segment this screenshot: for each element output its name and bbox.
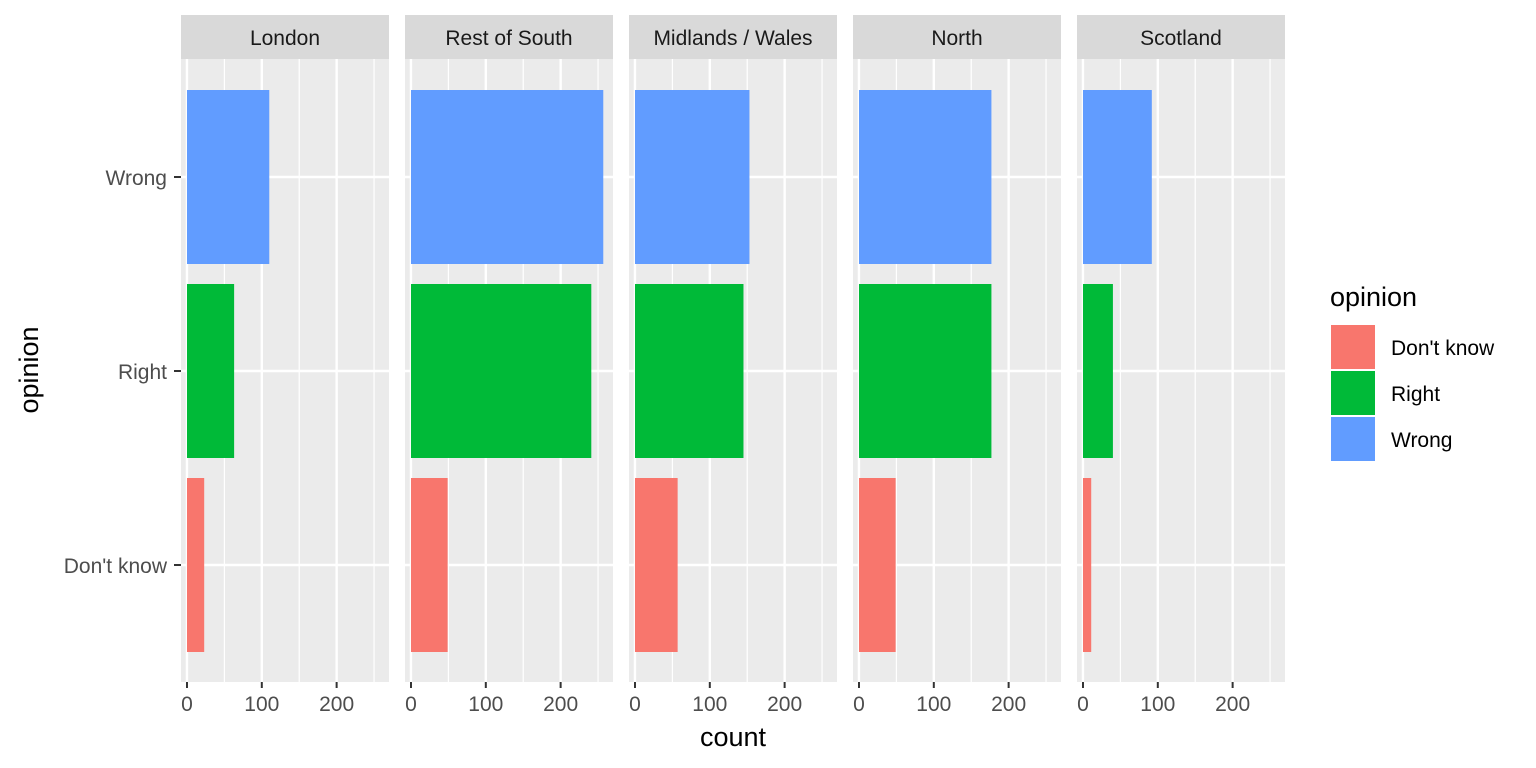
facet-panel-midlands-wales: Midlands / Wales 0 100 200 xyxy=(629,15,837,716)
x-axis-title: count xyxy=(700,722,767,752)
facet-strip xyxy=(1077,15,1285,59)
legend-key-wrong xyxy=(1331,417,1375,461)
y-tick-label-right: Right xyxy=(118,361,167,384)
facet-strip-label: London xyxy=(250,27,320,50)
legend-label-don-t-know: Don't know xyxy=(1391,337,1495,360)
facet-strip-label: North xyxy=(931,27,982,50)
x-tick-label: 0 xyxy=(405,693,417,716)
bar-scotland-right xyxy=(1082,284,1113,458)
y-axis: Don't know Right Wrong xyxy=(64,167,181,578)
bar-scotland-wrong xyxy=(1082,90,1152,264)
bar-north-don-t-know xyxy=(858,478,896,652)
facet-panel-north: North 0 100 200 xyxy=(853,15,1061,716)
facet-panel-london: London 0 100 200 xyxy=(181,15,389,716)
legend-key-right xyxy=(1331,371,1375,415)
x-tick-label: 200 xyxy=(767,693,802,716)
x-tick-label: 200 xyxy=(1215,693,1250,716)
x-tick-label: 100 xyxy=(244,693,279,716)
bar-midlands-wales-wrong xyxy=(634,90,750,264)
x-tick-label: 0 xyxy=(629,693,641,716)
bar-rest-of-south-wrong xyxy=(410,90,604,264)
facet-strip xyxy=(629,15,837,59)
facet-strip xyxy=(853,15,1061,59)
x-tick-label: 0 xyxy=(1077,693,1089,716)
facet-strip xyxy=(405,15,613,59)
bar-north-right xyxy=(858,284,992,458)
x-tick-label: 200 xyxy=(543,693,578,716)
bar-midlands-wales-don-t-know xyxy=(634,478,678,652)
facet-strip xyxy=(181,15,389,59)
x-tick-label: 100 xyxy=(1140,693,1175,716)
legend-label-right: Right xyxy=(1391,383,1440,406)
facet-panel-rest-of-south: Rest of South 0 100 200 xyxy=(405,15,613,716)
legend-label-wrong: Wrong xyxy=(1391,429,1452,452)
x-tick-label: 100 xyxy=(468,693,503,716)
bar-london-wrong xyxy=(186,90,270,264)
x-tick-label: 0 xyxy=(181,693,193,716)
y-tick-label-don-t-know: Don't know xyxy=(64,555,168,578)
facet-panel-scotland: Scotland 0 100 200 xyxy=(1077,15,1285,716)
legend-key-don-t-know xyxy=(1331,325,1375,369)
x-tick-label: 0 xyxy=(853,693,865,716)
bar-london-don-t-know xyxy=(186,478,205,652)
bar-midlands-wales-right xyxy=(634,284,744,458)
facet-strip-label: Scotland xyxy=(1140,27,1222,50)
x-tick-label: 100 xyxy=(916,693,951,716)
y-tick-label-wrong: Wrong xyxy=(106,167,167,190)
y-axis-title: opinion xyxy=(14,326,44,413)
bar-north-wrong xyxy=(858,90,992,264)
legend: opinion Don't know Right Wrong xyxy=(1330,282,1495,461)
x-tick-label: 100 xyxy=(692,693,727,716)
x-tick-label: 200 xyxy=(991,693,1026,716)
bar-rest-of-south-don-t-know xyxy=(410,478,448,652)
legend-title: opinion xyxy=(1330,282,1417,312)
bar-london-right xyxy=(186,284,235,458)
bar-rest-of-south-right xyxy=(410,284,592,458)
x-tick-label: 200 xyxy=(319,693,354,716)
facet-strip-label: Midlands / Wales xyxy=(653,27,812,50)
facet-strip-label: Rest of South xyxy=(445,27,572,50)
bar-scotland-don-t-know xyxy=(1082,478,1092,652)
